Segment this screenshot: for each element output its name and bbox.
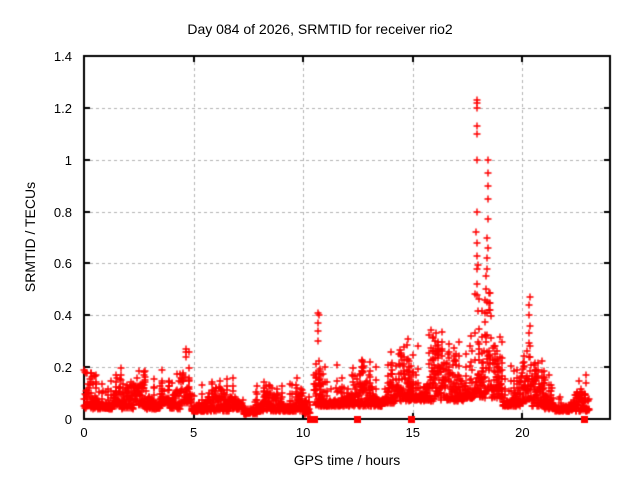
y-tick-label: 1.4	[53, 49, 72, 64]
y-axis-label: SRMTID / TECUs	[22, 181, 38, 293]
x-tick-label: 5	[189, 425, 198, 440]
x-tick-label: 15	[405, 425, 420, 440]
y-tick-label: 0.4	[53, 308, 72, 324]
x-tick-label: 20	[515, 425, 530, 440]
chart-title: Day 084 of 2026, SRMTID for receiver rio…	[187, 21, 453, 37]
y-tick-label: 0.2	[53, 360, 72, 376]
x-axis-label: GPS time / hours	[293, 452, 401, 468]
y-tick-label: 0	[64, 412, 72, 427]
y-tick-label: 1	[64, 152, 72, 168]
x-tick-label: 0	[80, 425, 88, 440]
y-tick-label: 0.6	[53, 256, 72, 272]
x-tick-label: 10	[295, 425, 311, 440]
y-tick-label: 1.2	[53, 100, 72, 116]
y-tick-label: 0.8	[53, 204, 72, 220]
